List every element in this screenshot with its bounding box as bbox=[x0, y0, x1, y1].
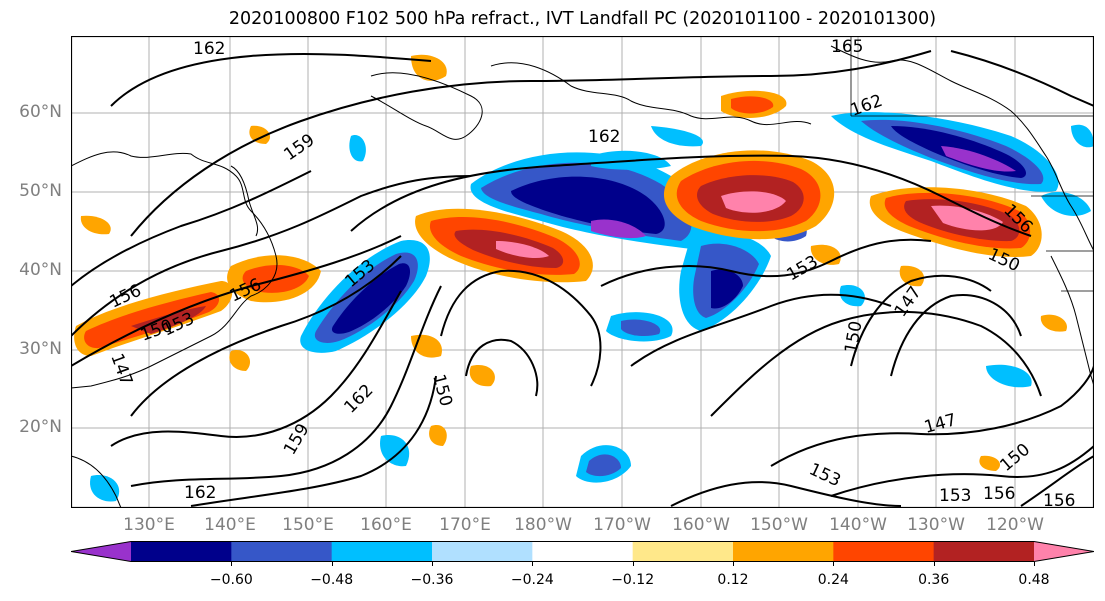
colorbar-tick-mark bbox=[231, 562, 233, 566]
coastlines bbox=[71, 36, 1094, 508]
colorbar-tick-mark bbox=[632, 562, 634, 566]
contour-label: 156 bbox=[983, 484, 1015, 504]
longitude-label: 140°E bbox=[204, 515, 256, 535]
longitude-label: 170°W bbox=[593, 515, 651, 535]
map-title: 2020100800 F102 500 hPa refract., IVT La… bbox=[228, 9, 937, 29]
colorbar-tick-label: −0.12 bbox=[611, 572, 655, 588]
colorbar-tick-mark bbox=[833, 562, 835, 566]
contour-label: 165 bbox=[831, 37, 863, 57]
contour-label: 162 bbox=[588, 127, 620, 147]
colorbar-tick-mark bbox=[532, 562, 534, 566]
longitude-label: 170°E bbox=[439, 515, 491, 535]
colorbar-tick-mark bbox=[331, 562, 333, 566]
longitude-label: 120°W bbox=[986, 515, 1044, 535]
colorbar-tick-label: 0.12 bbox=[717, 572, 749, 588]
contour-label: 153 bbox=[806, 459, 844, 491]
map-border bbox=[71, 36, 1094, 508]
negative-anomaly-shading bbox=[90, 112, 1094, 502]
contour-label: 153 bbox=[939, 486, 971, 506]
colorbar-tick-label: 0.36 bbox=[918, 572, 950, 588]
latitude-label: 60°N bbox=[19, 102, 62, 122]
colorbar-tick-mark bbox=[1034, 562, 1035, 566]
colorbar-segment bbox=[331, 541, 433, 562]
colorbar-segment bbox=[933, 541, 1035, 562]
refractivity-contours bbox=[71, 50, 1094, 507]
longitude-label: 150°W bbox=[750, 515, 808, 535]
latitude-label: 40°N bbox=[19, 260, 62, 280]
contour-label: 162 bbox=[184, 483, 216, 503]
contour-label: 147 bbox=[106, 351, 136, 388]
colorbar-tick-label: 0.48 bbox=[1018, 572, 1050, 588]
colorbar-segment bbox=[733, 541, 834, 562]
contour-label: 156 bbox=[1043, 491, 1075, 508]
contour-label: 162 bbox=[340, 380, 377, 417]
contour-label: 150 bbox=[996, 440, 1034, 476]
colorbar-extend-low bbox=[71, 541, 131, 562]
colorbar-tick-label: −0.48 bbox=[310, 572, 354, 588]
colorbar-segment bbox=[231, 541, 333, 562]
colorbar-tick-mark bbox=[933, 562, 935, 566]
colorbar-tick-label: −0.60 bbox=[209, 572, 253, 588]
longitude-label: 130°E bbox=[123, 515, 175, 535]
colorbar-segment bbox=[131, 541, 232, 562]
colorbar bbox=[71, 541, 1094, 562]
colorbar-segment bbox=[532, 541, 634, 562]
latitude-label: 50°N bbox=[19, 181, 62, 201]
longitude-label: 180°W bbox=[514, 515, 572, 535]
map-panel: 162 165 159 162 162 156 156 150 153 156 … bbox=[71, 36, 1094, 508]
colorbar-tick-mark bbox=[733, 562, 734, 566]
colorbar-segment bbox=[833, 541, 935, 562]
latitude-label: 30°N bbox=[19, 339, 62, 359]
longitude-label: 140°W bbox=[829, 515, 887, 535]
latitude-label: 20°N bbox=[19, 417, 62, 437]
colorbar-extend-high bbox=[1034, 541, 1094, 562]
map-canvas: 162 165 159 162 162 156 156 150 153 156 … bbox=[71, 36, 1094, 508]
colorbar-tick-label: 0.24 bbox=[817, 572, 849, 588]
longitude-label: 150°E bbox=[282, 515, 334, 535]
contour-label: 162 bbox=[193, 39, 225, 59]
contour-label: 150 bbox=[428, 372, 456, 409]
longitude-label: 130°W bbox=[907, 515, 965, 535]
colorbar-tick-label: −0.24 bbox=[510, 572, 554, 588]
longitude-label: 160°E bbox=[360, 515, 412, 535]
colorbar-tick-label: −0.36 bbox=[410, 572, 454, 588]
longitude-label: 160°W bbox=[672, 515, 730, 535]
colorbar-tick-mark bbox=[432, 562, 433, 566]
contour-label: 159 bbox=[280, 130, 318, 165]
colorbar-segment bbox=[432, 541, 533, 562]
colorbar-outline bbox=[71, 541, 1094, 562]
colorbar-segment bbox=[632, 541, 734, 562]
